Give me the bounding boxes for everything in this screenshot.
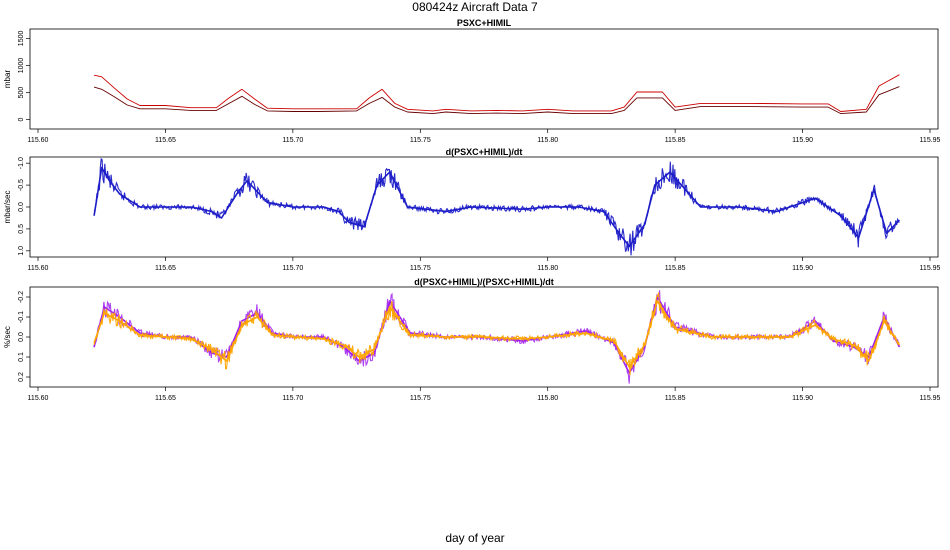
panel-1-x-tick-label: 115.60 xyxy=(28,137,49,144)
panel-1-x-tick-label: 115.65 xyxy=(155,137,176,144)
panel-1-series-2-line xyxy=(93,86,900,115)
panel-3-series-2-noise xyxy=(93,292,900,376)
panel-3-x-tick-label: 115.70 xyxy=(282,395,303,402)
panel-2-y-tick-label: 0.0 xyxy=(18,202,25,212)
panel-3-y-tick-label: 0.0 xyxy=(18,332,25,342)
panel-1-x-tick-label: 115.90 xyxy=(792,137,813,144)
panel-2-x-tick-label: 115.75 xyxy=(410,265,431,272)
panel-1-y-tick-label: 1500 xyxy=(18,31,25,47)
panel-2-series-1-noise xyxy=(93,157,900,256)
panel-1-title: PSXC+HIMIL xyxy=(457,18,512,28)
panel-2-x-tick-label: 115.65 xyxy=(155,265,176,272)
x-axis-title: day of year xyxy=(445,531,505,545)
panel-3-series-2-line xyxy=(93,300,901,368)
panel-2-x-tick-label: 115.90 xyxy=(792,265,813,272)
panel-1-x-tick-label: 115.80 xyxy=(537,137,558,144)
figure-title: 080424z Aircraft Data 7 xyxy=(412,0,538,14)
panel-1-y-tick-label: 1000 xyxy=(18,58,25,74)
panel-2-x-tick-label: 115.70 xyxy=(282,265,303,272)
panel-3-x-tick-label: 115.85 xyxy=(665,395,686,402)
panel-2-y-tick-label: 1.0 xyxy=(18,246,25,256)
panel-2-plot: 115.60 115.65 115.70 115.75 115.80 115.85 115.… xyxy=(18,157,941,272)
panel-1-frame xyxy=(29,28,939,130)
panel-3-x-tick-label: 115.75 xyxy=(410,395,431,402)
panel-2-x-tick-label: 115.80 xyxy=(537,265,558,272)
panel-3-x-tick-label: 115.95 xyxy=(920,395,941,402)
panel-1-y-tick-label: 500 xyxy=(18,87,25,99)
panel-3-y-tick-label: -0.1 xyxy=(18,311,25,323)
panel-3-plot: 115.60 115.65 115.70 115.75 115.80 115.85 115.… xyxy=(18,290,941,402)
panel-2-x-tick-label: 115.85 xyxy=(665,265,686,272)
panel-1-x-tick-label: 115.75 xyxy=(410,137,431,144)
panel-3-x-tick-label: 115.80 xyxy=(537,395,558,402)
panel-2-ylabel: mbar/sec xyxy=(3,191,12,224)
panel-2-y-tick-label: -0.5 xyxy=(18,179,25,191)
panel-2-x-tick-label: 115.60 xyxy=(28,265,49,272)
panel-2-y-tick-label: 0.5 xyxy=(18,224,25,234)
panel-1: PSXC+HIMIL mbar 115.60 115.65 115.70 115.75… xyxy=(3,18,941,144)
panel-3-ylabel: %/sec xyxy=(3,326,12,348)
panel-1-series-1-line xyxy=(94,74,900,112)
panel-1-x-tick-label: 115.95 xyxy=(920,137,941,144)
panel-3: d(PSXC+HIMIL)/(PSXC+HIMIL)/dt %/sec 115.… xyxy=(3,277,941,402)
panel-2-x-tick-label: 115.95 xyxy=(920,265,941,272)
panel-2-y-tick-label: -1.0 xyxy=(18,157,25,169)
panel-3-y-tick-label: -0.2 xyxy=(18,291,25,303)
panel-1-plot: 115.60 115.65 115.70 115.75 115.80 115.85 115.… xyxy=(18,31,941,144)
panel-1-ylabel: mbar xyxy=(3,70,12,89)
panel-3-x-tick-label: 115.60 xyxy=(28,395,49,402)
panel-1-x-tick-label: 115.85 xyxy=(665,137,686,144)
panel-1-x-tick-label: 115.70 xyxy=(282,137,303,144)
panel-3-title: d(PSXC+HIMIL)/(PSXC+HIMIL)/dt xyxy=(414,277,554,287)
panel-1-y-tick-label: 0 xyxy=(18,118,25,122)
panel-3-series-1-line xyxy=(93,296,901,374)
panel-3-x-tick-label: 115.65 xyxy=(155,395,176,402)
panel-3-y-tick-label: 0.1 xyxy=(18,352,25,362)
panel-2: d(PSXC+HIMIL)/dt mbar/sec 115.60 115.65 11… xyxy=(3,147,941,272)
panel-3-x-tick-label: 115.90 xyxy=(792,395,813,402)
panel-2-title: d(PSXC+HIMIL)/dt xyxy=(446,147,523,157)
panel-3-y-tick-label: 0.2 xyxy=(18,372,25,382)
